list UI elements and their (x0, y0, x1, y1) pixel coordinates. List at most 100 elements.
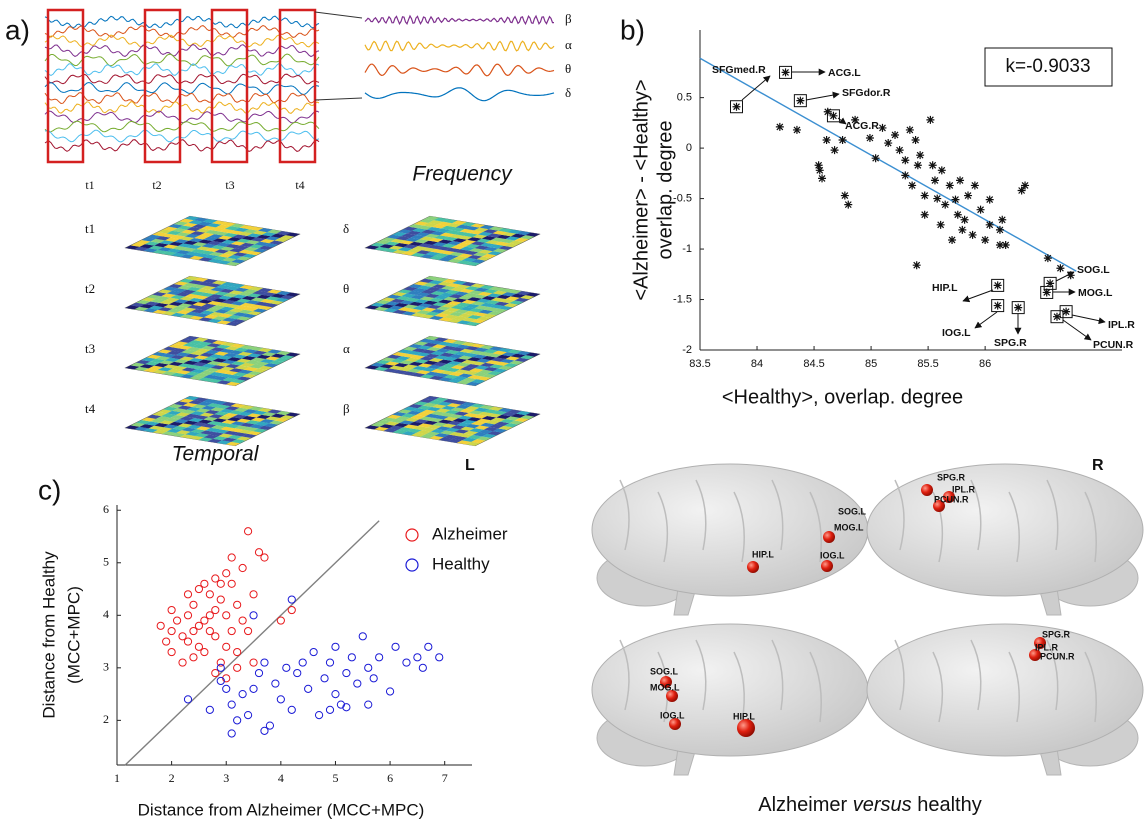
matrix-cell (227, 434, 243, 440)
matrix-cell (430, 411, 446, 416)
point-box (991, 299, 1005, 313)
matrix-cell (445, 409, 460, 415)
point (913, 161, 922, 170)
point (243, 711, 253, 720)
matrix-cell (214, 429, 230, 434)
matrix-cell (459, 348, 475, 354)
matrix-cell (385, 421, 400, 426)
matrix-cell (195, 228, 211, 233)
annotation: k=-0.9033 (1005, 56, 1090, 77)
matrix-cell (487, 413, 502, 418)
point (200, 579, 209, 588)
point (183, 590, 193, 599)
point (945, 181, 954, 190)
point (970, 181, 979, 190)
matrix-cell (240, 302, 255, 308)
matrix-cell (188, 237, 204, 243)
matrix-cell (416, 310, 432, 315)
matrix-cell (408, 421, 424, 427)
matrix-cell (192, 362, 208, 367)
matrix-cell (441, 345, 457, 351)
matrix-cell (417, 243, 433, 248)
eeg-signal (44, 110, 320, 124)
point (985, 220, 994, 229)
matrix-cell (457, 355, 473, 360)
matrix-cell (194, 373, 210, 378)
matrix-cell (215, 404, 231, 409)
matrix-cell (177, 303, 193, 308)
point (912, 261, 921, 270)
point-label: HIP.L (932, 282, 958, 294)
matrix-cell (234, 425, 250, 430)
matrix-cell (439, 412, 455, 417)
matrix-cell (238, 249, 254, 254)
matrix-cell (223, 352, 239, 358)
matrix-cell (256, 354, 272, 360)
matrix-cell (200, 310, 215, 315)
point (216, 663, 225, 672)
matrix-cell (238, 369, 254, 374)
matrix-cell (437, 419, 453, 424)
region-marker (737, 719, 755, 737)
layer-label: t2 (85, 281, 95, 296)
x-tick-label: 6 (387, 771, 393, 785)
matrix-cell (454, 369, 470, 374)
matrix-cell (205, 409, 220, 415)
matrix-cell (196, 426, 212, 431)
matrix-cell (483, 306, 499, 312)
point-box (1050, 310, 1064, 324)
matrix-cell (454, 411, 470, 416)
matrix-cell (207, 420, 222, 426)
matrix-cell (212, 436, 228, 441)
matrix-cell (155, 416, 171, 421)
matrix-cell (468, 410, 484, 415)
matrix-cell (483, 349, 499, 354)
x-tick-label: 83.5 (689, 358, 710, 370)
matrix-cell (480, 302, 495, 308)
matrix-cell (490, 357, 506, 362)
matrix-cell (237, 411, 253, 417)
matrix-cell (505, 296, 521, 301)
matrix-cell (477, 411, 493, 417)
matrix-cell (163, 424, 179, 429)
matrix-cell (220, 246, 235, 251)
matrix-cell (270, 233, 286, 238)
matrix-cell (181, 427, 197, 432)
point (865, 134, 874, 143)
band-signal (364, 40, 555, 52)
matrix-cell (172, 365, 188, 371)
point-box (991, 278, 1005, 292)
matrix-cell (216, 242, 232, 247)
matrix-cell (139, 364, 155, 369)
matrix-cell (203, 296, 219, 302)
matrix-cell (480, 362, 495, 368)
matrix-cell (379, 364, 395, 369)
point (249, 658, 258, 667)
matrix-cell (172, 288, 187, 293)
matrix-cell (425, 311, 441, 316)
matrix-cell (394, 242, 410, 248)
matrix-cell (385, 301, 400, 306)
matrix-cell (197, 359, 213, 364)
matrix-cell (390, 238, 406, 244)
matrix-cell (172, 305, 188, 311)
matrix-cell (408, 361, 424, 367)
matrix-cell (185, 251, 201, 256)
label-arrow (1062, 319, 1092, 341)
matrix-cell (139, 244, 155, 249)
matrix-cell (212, 256, 228, 261)
matrix-cell (175, 352, 191, 357)
matrix-cell (394, 422, 410, 428)
panel-label: a) (5, 14, 30, 45)
matrix-cell (417, 225, 433, 230)
matrix-cell (406, 350, 422, 356)
matrix-cell (154, 242, 170, 248)
matrix-cell (452, 418, 468, 423)
matrix-cell (406, 290, 422, 296)
point (233, 600, 242, 609)
matrix-cell (435, 348, 451, 353)
point (320, 674, 329, 683)
matrix-cell (432, 344, 447, 349)
point (205, 626, 214, 636)
matrix-frame (124, 215, 301, 267)
